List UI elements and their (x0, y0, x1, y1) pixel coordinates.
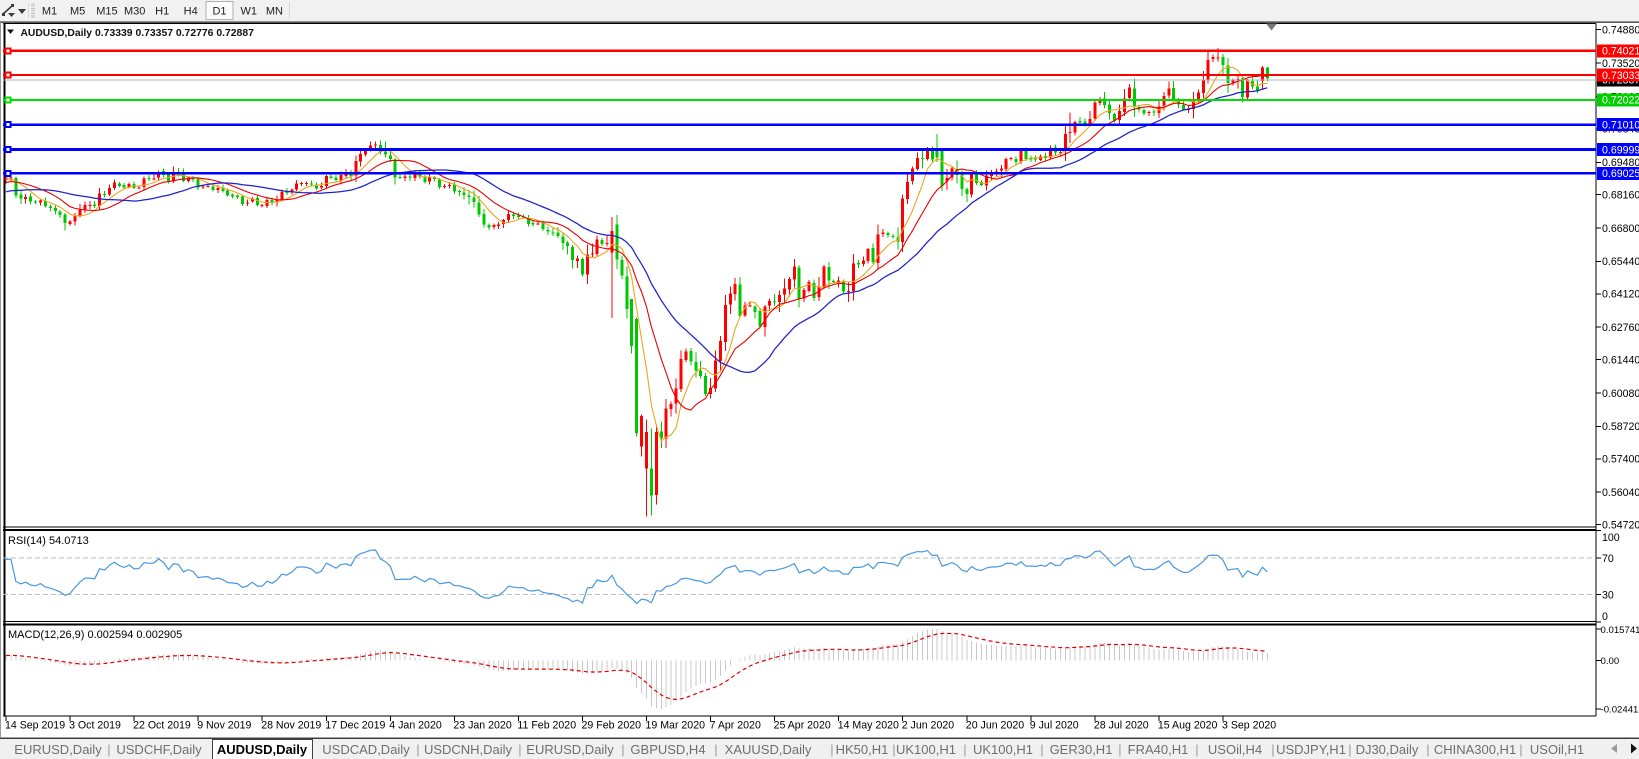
svg-text:0.69025: 0.69025 (1602, 168, 1639, 180)
svg-text:EURUSD,Daily: EURUSD,Daily (526, 742, 614, 757)
svg-text:0.72022: 0.72022 (1602, 95, 1639, 107)
svg-text:USDCAD,Daily: USDCAD,Daily (322, 742, 410, 757)
svg-text:|: | (1519, 742, 1522, 757)
svg-text:HK50,H1: HK50,H1 (836, 742, 889, 757)
svg-text:M5: M5 (70, 6, 85, 18)
svg-text:|: | (1271, 742, 1274, 757)
svg-text:USDJPY,H1: USDJPY,H1 (1276, 742, 1346, 757)
svg-text:19 Mar 2020: 19 Mar 2020 (646, 720, 706, 732)
svg-text:0.00: 0.00 (1601, 656, 1620, 667)
svg-text:W1: W1 (241, 6, 258, 18)
svg-text:0.73520: 0.73520 (1602, 58, 1639, 70)
svg-text:M30: M30 (124, 6, 145, 18)
svg-text:0.54720: 0.54720 (1602, 519, 1639, 531)
svg-text:0.73033: 0.73033 (1602, 70, 1639, 82)
svg-text:0.73339 0.73357 0.72776 0.7288: 0.73339 0.73357 0.72776 0.72887 (95, 28, 254, 39)
svg-text:MACD(12,26,9) 0.002594 0.00290: MACD(12,26,9) 0.002594 0.002905 (8, 629, 182, 641)
svg-text:25 Apr 2020: 25 Apr 2020 (774, 720, 831, 732)
svg-text:GBPUSD,H4: GBPUSD,H4 (630, 742, 705, 757)
svg-text:0.74021: 0.74021 (1602, 46, 1639, 58)
svg-text:28 Nov 2019: 28 Nov 2019 (261, 720, 321, 732)
svg-text:11 Feb 2020: 11 Feb 2020 (517, 720, 576, 732)
svg-text:|: | (1195, 742, 1198, 757)
svg-text:UK100,H1: UK100,H1 (973, 742, 1033, 757)
svg-text:22 Oct 2019: 22 Oct 2019 (133, 720, 191, 732)
svg-text:0.65440: 0.65440 (1602, 256, 1639, 268)
svg-text:XAUUSD,Daily: XAUUSD,Daily (725, 742, 812, 757)
svg-text:0.66800: 0.66800 (1602, 223, 1639, 235)
svg-text:0.69480: 0.69480 (1602, 157, 1639, 169)
svg-text:0.74880: 0.74880 (1602, 25, 1639, 37)
svg-text:100: 100 (1602, 532, 1620, 544)
svg-text:3 Sep 2020: 3 Sep 2020 (1222, 720, 1276, 732)
svg-text:|: | (1118, 742, 1121, 757)
svg-text:70: 70 (1602, 553, 1614, 565)
svg-text:29 Feb 2020: 29 Feb 2020 (582, 720, 642, 732)
svg-text:EURUSD,Daily: EURUSD,Daily (14, 742, 102, 757)
svg-text:DJ30,Daily: DJ30,Daily (1356, 742, 1419, 757)
svg-text:H4: H4 (184, 6, 198, 18)
svg-text:GER30,H1: GER30,H1 (1050, 742, 1113, 757)
svg-text:USOil,H1: USOil,H1 (1530, 742, 1584, 757)
svg-text:D1: D1 (212, 6, 226, 18)
svg-text:|: | (621, 742, 624, 757)
svg-text:0.62760: 0.62760 (1602, 322, 1639, 334)
svg-text:4 Jan 2020: 4 Jan 2020 (389, 720, 442, 732)
svg-text:14 May 2020: 14 May 2020 (838, 720, 899, 732)
svg-text:0.61440: 0.61440 (1602, 354, 1639, 366)
svg-text:0.57400: 0.57400 (1602, 454, 1639, 466)
svg-text:9 Jul 2020: 9 Jul 2020 (1030, 720, 1079, 732)
svg-text:0: 0 (1602, 611, 1608, 623)
svg-text:|: | (107, 742, 110, 757)
svg-text:14 Sep 2019: 14 Sep 2019 (5, 720, 65, 732)
svg-text:|: | (1040, 742, 1043, 757)
svg-text:15 Aug 2020: 15 Aug 2020 (1158, 720, 1218, 732)
svg-text:2 Jun 2020: 2 Jun 2020 (902, 720, 955, 732)
svg-text:9 Nov 2019: 9 Nov 2019 (197, 720, 251, 732)
svg-text:0.58720: 0.58720 (1602, 421, 1639, 433)
svg-text:|: | (892, 742, 895, 757)
svg-text:0.69999: 0.69999 (1602, 144, 1639, 156)
svg-text:|: | (963, 742, 966, 757)
svg-text:MN: MN (266, 6, 283, 18)
svg-text:0.60080: 0.60080 (1602, 388, 1639, 400)
svg-text:23 Jan 2020: 23 Jan 2020 (453, 720, 511, 732)
svg-text:M1: M1 (42, 6, 57, 18)
svg-text:AUDUSD,Daily: AUDUSD,Daily (217, 742, 308, 757)
svg-text:USDCNH,Daily: USDCNH,Daily (424, 742, 513, 757)
svg-text:USOil,H4: USOil,H4 (1208, 742, 1262, 757)
svg-text:-0.024412: -0.024412 (1601, 705, 1639, 716)
svg-text:AUDUSD,Daily: AUDUSD,Daily (21, 28, 93, 39)
svg-text:M15: M15 (96, 6, 117, 18)
svg-text:0.68160: 0.68160 (1602, 190, 1639, 202)
svg-text:|: | (416, 742, 419, 757)
svg-text:|: | (830, 742, 833, 757)
svg-text:30: 30 (1602, 589, 1614, 601)
svg-text:0.71010: 0.71010 (1602, 120, 1639, 132)
svg-text:H1: H1 (155, 6, 169, 18)
svg-text:3 Oct 2019: 3 Oct 2019 (69, 720, 121, 732)
svg-text:USDCHF,Daily: USDCHF,Daily (116, 742, 202, 757)
svg-text:|: | (518, 742, 521, 757)
svg-text:CHINA300,H1: CHINA300,H1 (1434, 742, 1516, 757)
svg-text:20 Jun 2020: 20 Jun 2020 (966, 720, 1024, 732)
svg-text:UK100,H1: UK100,H1 (896, 742, 956, 757)
svg-text:FRA40,H1: FRA40,H1 (1128, 742, 1189, 757)
svg-text:28 Jul 2020: 28 Jul 2020 (1094, 720, 1149, 732)
svg-text:RSI(14) 54.0713: RSI(14) 54.0713 (8, 535, 89, 547)
svg-text:|: | (1426, 742, 1429, 757)
svg-text:0.56040: 0.56040 (1602, 487, 1639, 499)
svg-text:0.015741: 0.015741 (1601, 625, 1639, 636)
svg-text:0.64120: 0.64120 (1602, 289, 1639, 301)
svg-text:|: | (714, 742, 717, 757)
svg-text:7 Apr 2020: 7 Apr 2020 (710, 720, 761, 732)
svg-text:17 Dec 2019: 17 Dec 2019 (325, 720, 385, 732)
svg-text:|: | (1348, 742, 1351, 757)
